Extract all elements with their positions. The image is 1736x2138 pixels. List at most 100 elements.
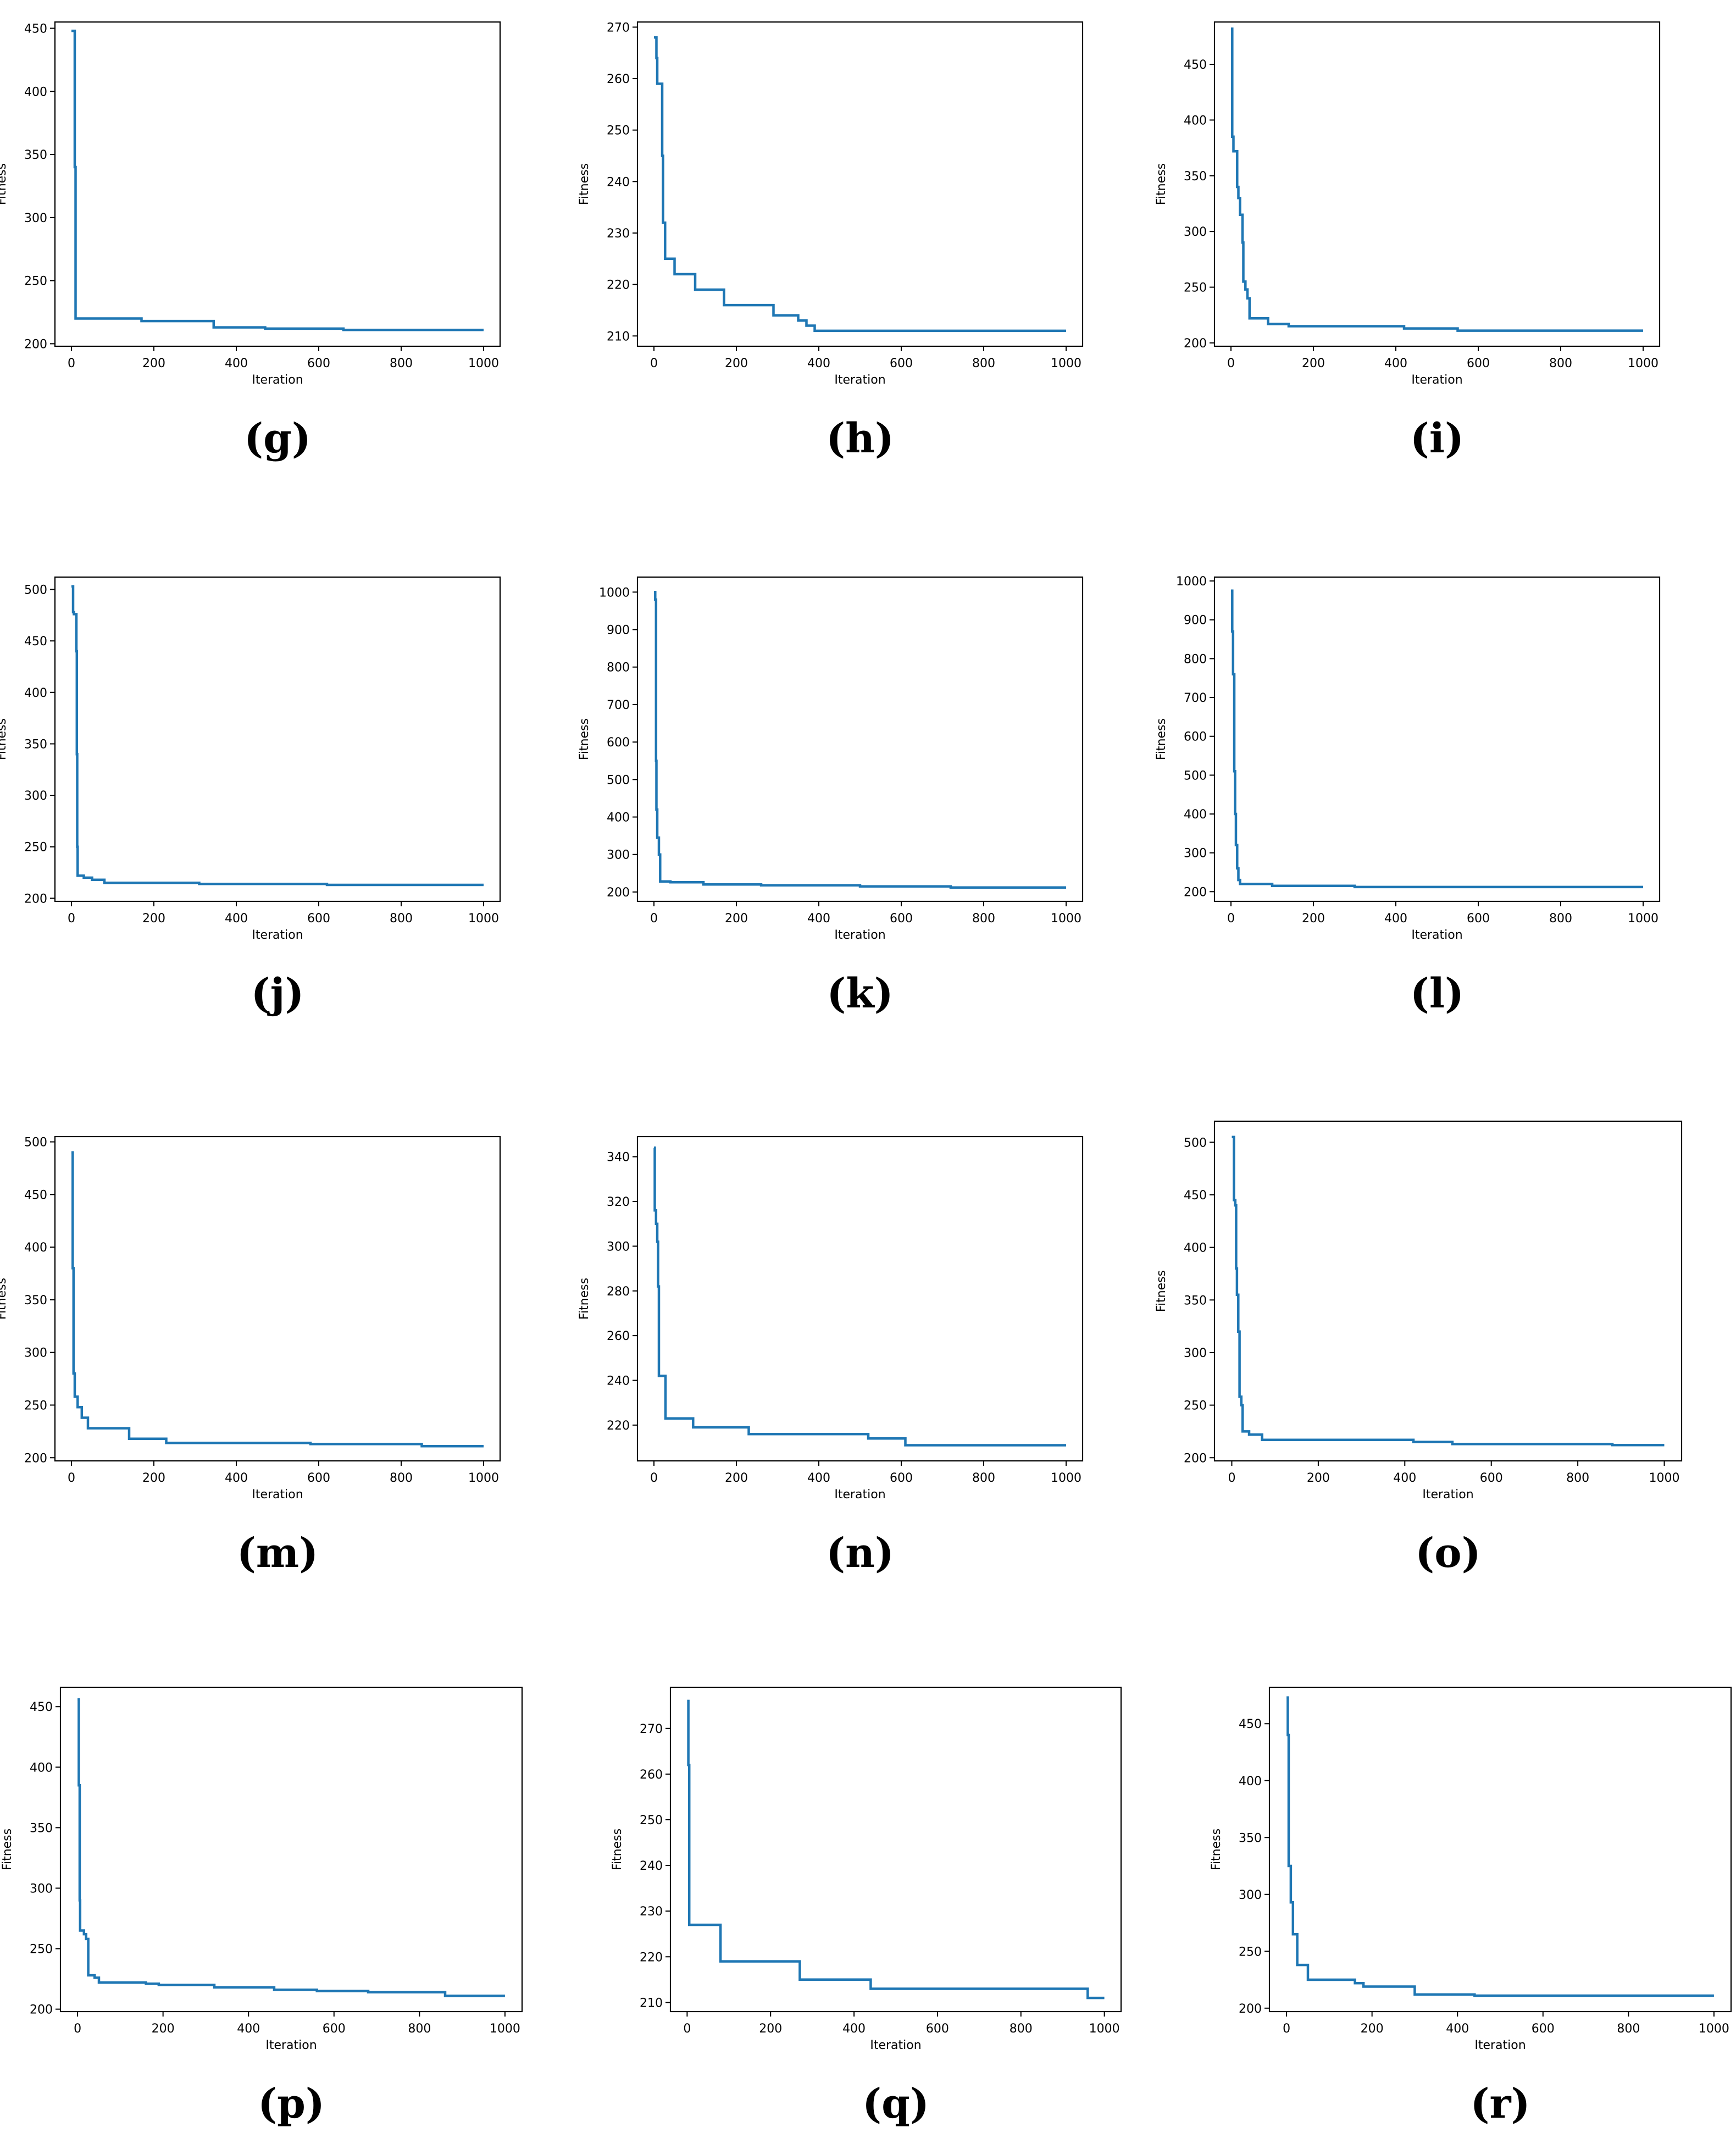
- y-tick-label: 250: [640, 1814, 663, 1827]
- y-tick-label: 400: [24, 85, 47, 99]
- plot-frame: [636, 576, 1084, 902]
- x-tick-label: 600: [1480, 1471, 1503, 1485]
- y-tick-label: 900: [607, 623, 630, 637]
- x-tick-label: 800: [390, 1471, 413, 1485]
- x-tick-label: 400: [1393, 1471, 1416, 1485]
- x-tick-label: 0: [1227, 357, 1235, 370]
- x-tick-label: 600: [1467, 912, 1490, 926]
- y-tick-label: 200: [607, 886, 630, 900]
- x-tick-label: 200: [725, 912, 748, 926]
- y-tick-label: 250: [24, 275, 47, 289]
- x-tick-label: 600: [1467, 357, 1490, 370]
- panel-caption: (p): [258, 2080, 325, 2128]
- fitness-series-line: [71, 29, 484, 331]
- x-tick-label: 800: [390, 912, 413, 926]
- x-axis-label: Iteration: [834, 1488, 885, 1502]
- panel-caption: (g): [244, 415, 311, 462]
- panel-caption: (i): [1410, 415, 1464, 462]
- x-axis-label: Iteration: [252, 1488, 303, 1502]
- chart-panel-i: 0 200 400 600 800 1000 200 250 300 350 400 450 Itera…: [1155, 21, 1661, 462]
- y-tick-label: 450: [24, 22, 47, 36]
- y-tick-label: 450: [1184, 1189, 1207, 1203]
- x-tick-label: 800: [972, 357, 995, 370]
- x-tick-label: 0: [650, 1471, 658, 1485]
- fitness-series-line: [71, 1151, 484, 1448]
- y-tick-label: 200: [1184, 337, 1207, 351]
- x-tick-label: 200: [142, 357, 165, 370]
- y-tick-label: 270: [640, 1722, 663, 1736]
- fitness-series-line: [654, 36, 1066, 333]
- x-axis-label: Iteration: [252, 928, 303, 942]
- plot-frame: [636, 21, 1084, 347]
- y-tick-label: 350: [24, 148, 47, 162]
- plot-frame: [636, 1136, 1084, 1462]
- y-tick-label: 270: [607, 21, 630, 35]
- x-tick-label: 200: [759, 2022, 782, 2036]
- x-tick-label: 1000: [1089, 2022, 1120, 2036]
- y-tick-label: 220: [607, 1419, 630, 1433]
- x-tick-label: 1000: [468, 912, 499, 926]
- y-tick-label: 1000: [599, 586, 630, 600]
- y-axis-label: Fitness: [0, 718, 9, 760]
- x-tick-label: 200: [725, 1471, 748, 1485]
- x-tick-label: 400: [807, 912, 830, 926]
- fitness-series-line: [1231, 589, 1643, 889]
- panel-caption: (r): [1470, 2080, 1530, 2128]
- y-tick-label: 250: [607, 124, 630, 138]
- y-tick-label: 800: [1184, 652, 1207, 666]
- x-tick-label: 400: [237, 2022, 260, 2036]
- x-tick-label: 1000: [468, 1471, 499, 1485]
- y-tick-label: 400: [1184, 1242, 1207, 1255]
- x-tick-label: 600: [323, 2022, 346, 2036]
- y-tick-label: 400: [1184, 114, 1207, 128]
- x-tick-label: 0: [1283, 2022, 1290, 2036]
- y-tick-label: 400: [1184, 808, 1207, 822]
- x-tick-label: 200: [1302, 912, 1325, 926]
- x-tick-label: 800: [408, 2022, 431, 2036]
- x-tick-label: 400: [225, 357, 248, 370]
- y-tick-label: 300: [1239, 1888, 1262, 1902]
- y-tick-label: 220: [607, 279, 630, 292]
- y-tick-label: 600: [607, 736, 630, 750]
- x-tick-label: 400: [807, 1471, 830, 1485]
- x-tick-label: 200: [725, 357, 748, 370]
- plot-frame: [59, 1686, 523, 2013]
- x-tick-label: 400: [1384, 357, 1407, 370]
- x-tick-label: 200: [1361, 2022, 1384, 2036]
- y-axis-label: Fitness: [578, 718, 591, 760]
- y-tick-label: 300: [24, 212, 47, 225]
- y-tick-label: 500: [24, 583, 47, 597]
- y-axis-label: Fitness: [0, 1278, 9, 1320]
- x-tick-label: 800: [1549, 357, 1572, 370]
- y-tick-label: 220: [640, 1951, 663, 1964]
- x-tick-label: 1000: [1051, 357, 1081, 370]
- fitness-series-line: [1232, 1136, 1665, 1447]
- y-tick-label: 300: [1184, 1347, 1207, 1360]
- chart-panel-h: 0 200 400 600 800 1000 210 220 230 240 250 260 270 It…: [578, 21, 1084, 462]
- x-tick-label: 800: [390, 357, 413, 370]
- y-tick-label: 450: [1184, 58, 1207, 72]
- y-tick-label: 600: [1184, 730, 1207, 744]
- y-tick-label: 250: [30, 1943, 53, 1957]
- y-tick-label: 200: [24, 892, 47, 906]
- panel-caption: (n): [826, 1530, 894, 1577]
- chart-panel-n: 0 200 400 600 800 1000 220 240 260 280 300 320 340 It…: [578, 1136, 1084, 1577]
- y-tick-label: 300: [1184, 225, 1207, 239]
- panel-caption: (h): [826, 415, 894, 462]
- y-tick-label: 300: [24, 789, 47, 803]
- y-tick-label: 280: [607, 1285, 630, 1299]
- x-tick-label: 0: [68, 357, 75, 370]
- y-axis-label: Fitness: [1155, 1270, 1168, 1312]
- x-tick-label: 400: [842, 2022, 866, 2036]
- y-tick-label: 340: [607, 1151, 630, 1165]
- fitness-series-line: [71, 585, 484, 887]
- y-tick-label: 400: [24, 686, 47, 700]
- x-tick-label: 400: [1446, 2022, 1469, 2036]
- x-tick-label: 1000: [1649, 1471, 1680, 1485]
- y-tick-label: 450: [30, 1701, 53, 1714]
- x-axis-label: Iteration: [834, 373, 885, 387]
- x-tick-label: 0: [68, 1471, 75, 1485]
- panel-caption: (q): [862, 2080, 929, 2128]
- x-tick-label: 1000: [1051, 912, 1081, 926]
